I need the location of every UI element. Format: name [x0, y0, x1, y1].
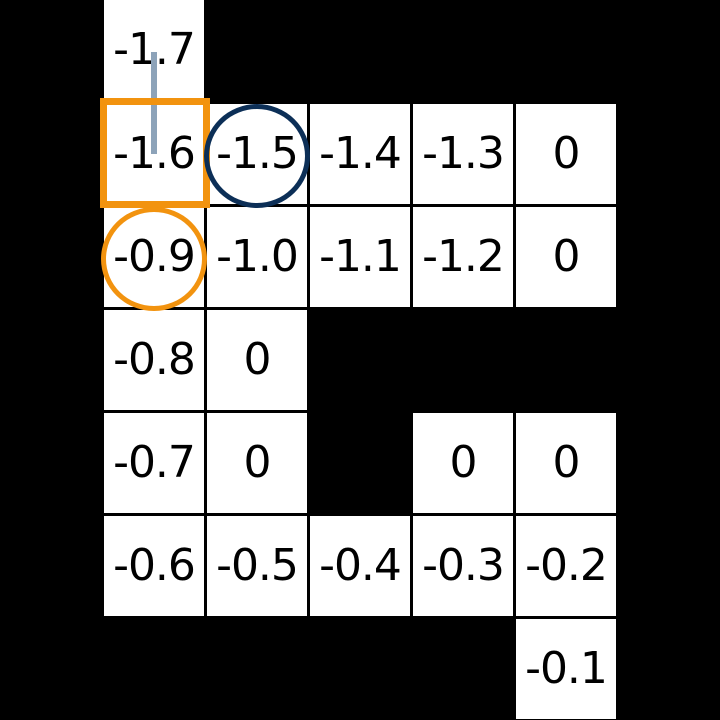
grid-cell: -0.4	[310, 516, 410, 616]
grid-cell: -1.4	[310, 104, 410, 204]
grid-cell: 0	[413, 413, 513, 513]
grid-cell: 0	[516, 413, 616, 513]
grid-cell: -1.2	[413, 207, 513, 307]
grid-cell: -0.6	[104, 516, 204, 616]
grid-cell: -1.3	[413, 104, 513, 204]
grid-cell: 0	[207, 310, 307, 410]
grid-cell: 0	[516, 104, 616, 204]
grid-cell: -1.0	[207, 207, 307, 307]
grid-cell: -0.5	[207, 516, 307, 616]
grid-cell: -1.7	[104, 0, 204, 100]
grid-cell: -0.8	[104, 310, 204, 410]
grid-cell: -0.1	[516, 619, 616, 719]
grid-cell: -1.6	[104, 104, 204, 204]
grid-cell: -0.9	[104, 207, 204, 307]
grid-cell: -0.7	[104, 413, 204, 513]
grid-cell: 0	[207, 413, 307, 513]
grid-cell: -1.1	[310, 207, 410, 307]
grid-cell: -0.2	[516, 516, 616, 616]
grid-cell: 0	[516, 207, 616, 307]
grid-cell: -1.5	[207, 104, 307, 204]
grid-cell: -0.3	[413, 516, 513, 616]
